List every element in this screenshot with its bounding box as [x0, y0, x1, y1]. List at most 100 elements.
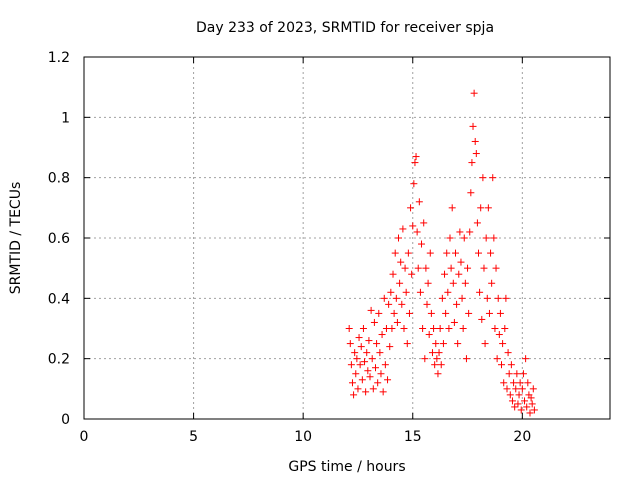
data-point: [410, 180, 418, 188]
data-point: [479, 174, 487, 182]
data-point: [473, 219, 481, 227]
ticks-layer: 0 0.2 0.4 0.6 0.8 1 1.2 0 5 10 15 20: [48, 50, 610, 445]
y-axis-label: SRMTID / TECUs: [8, 182, 24, 295]
data-point: [367, 306, 375, 314]
data-point: [356, 361, 364, 369]
data-point: [518, 385, 526, 393]
x-tick-label: 10: [294, 429, 312, 445]
data-point: [449, 279, 457, 287]
data-point: [523, 403, 531, 411]
y-tick-label: 1.2: [48, 50, 70, 66]
data-point: [501, 325, 509, 332]
data-point: [494, 294, 502, 302]
data-point: [381, 361, 389, 369]
y-tick-label: 0.2: [48, 352, 70, 368]
data-point: [495, 331, 503, 339]
data-point: [441, 270, 449, 278]
data-point: [508, 397, 516, 405]
data-point: [420, 219, 428, 227]
data-point: [522, 355, 530, 363]
data-point: [475, 249, 482, 257]
data-point: [498, 361, 506, 369]
data-point: [453, 300, 461, 308]
data-point: [347, 361, 355, 369]
data-point: [530, 406, 538, 414]
chart-title: Day 233 of 2023, SRMTID for receiver spj…: [196, 20, 494, 36]
data-point: [409, 222, 417, 230]
data-point: [390, 309, 398, 317]
data-point: [402, 288, 410, 296]
data-point: [442, 309, 450, 317]
data-point: [387, 288, 395, 296]
data-point: [461, 279, 469, 287]
data-point: [488, 279, 496, 287]
data-point: [384, 376, 392, 384]
data-point: [432, 340, 440, 348]
data-point: [444, 288, 452, 296]
data-point: [359, 325, 367, 332]
data-point: [422, 264, 430, 272]
data-point: [462, 355, 470, 363]
data-point: [404, 249, 412, 257]
data-point: [386, 343, 394, 351]
data-point: [457, 258, 465, 266]
data-point: [476, 288, 484, 296]
x-tick-label: 20: [513, 429, 531, 445]
data-point: [361, 358, 369, 366]
data-point: [350, 391, 358, 399]
data-point: [505, 370, 513, 378]
data-point: [401, 264, 409, 272]
data-point: [487, 249, 495, 257]
data-point: [447, 264, 455, 272]
data-point: [380, 294, 388, 302]
data-point: [448, 204, 456, 212]
data-point: [363, 349, 371, 357]
data-point: [460, 234, 468, 242]
data-point: [424, 279, 432, 287]
data-point: [351, 349, 359, 357]
data-point: [374, 379, 382, 387]
data-point: [481, 340, 489, 348]
data-point: [450, 318, 458, 326]
data-point: [369, 385, 377, 393]
data-point: [438, 294, 446, 302]
data-point: [428, 349, 436, 357]
data-point: [499, 340, 507, 348]
data-point: [398, 300, 406, 308]
data-point: [400, 325, 408, 332]
data-point: [413, 228, 421, 236]
data-point: [512, 385, 520, 393]
data-point: [385, 300, 393, 308]
data-point: [376, 349, 384, 357]
data-point: [455, 270, 463, 278]
data-point: [527, 394, 535, 402]
data-point: [421, 355, 429, 363]
data-point: [355, 334, 363, 342]
data-point: [426, 249, 434, 257]
data-point: [451, 249, 459, 257]
data-point: [408, 270, 416, 278]
data-point: [446, 234, 454, 242]
data-point: [503, 385, 511, 393]
y-tick-label: 0.4: [48, 291, 70, 307]
data-point: [482, 234, 490, 242]
data-point: [352, 370, 360, 378]
data-point: [491, 325, 499, 332]
data-point: [500, 379, 508, 387]
data-point: [433, 355, 441, 363]
data-point: [485, 309, 493, 317]
data-point: [389, 270, 397, 278]
data-point: [407, 204, 415, 212]
data-point: [439, 340, 447, 348]
data-point: [436, 325, 444, 332]
data-point: [392, 294, 400, 302]
data-point: [478, 315, 486, 323]
data-point: [395, 234, 403, 242]
data-point: [403, 340, 411, 348]
data-point: [514, 400, 522, 408]
grid-layer: [84, 57, 610, 419]
data-point: [396, 279, 404, 287]
data-point: [414, 264, 422, 272]
data-point: [484, 204, 492, 212]
